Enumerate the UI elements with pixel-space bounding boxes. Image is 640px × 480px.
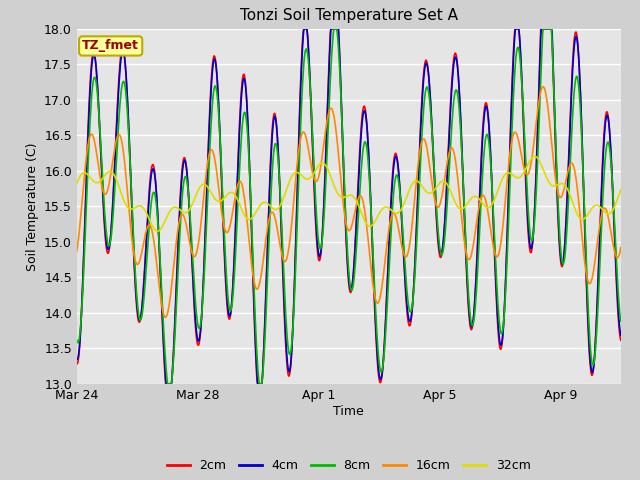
4cm <box>617 332 625 338</box>
16cm <box>73 248 81 254</box>
2cm <box>513 26 521 32</box>
Line: 16cm: 16cm <box>77 87 621 317</box>
2cm <box>300 26 308 32</box>
8cm <box>93 81 100 86</box>
32cm <box>73 180 81 186</box>
Line: 32cm: 32cm <box>77 156 621 231</box>
8cm <box>164 381 172 387</box>
Title: Tonzi Soil Temperature Set A: Tonzi Soil Temperature Set A <box>240 9 458 24</box>
16cm <box>271 216 279 222</box>
8cm <box>271 141 279 146</box>
4cm <box>73 356 81 362</box>
Y-axis label: Soil Temperature (C): Soil Temperature (C) <box>26 142 38 271</box>
Line: 8cm: 8cm <box>77 29 621 384</box>
4cm <box>202 230 209 236</box>
2cm <box>617 337 625 343</box>
32cm <box>154 228 161 234</box>
16cm <box>301 130 308 136</box>
2cm <box>202 225 209 230</box>
Legend: 2cm, 4cm, 8cm, 16cm, 32cm: 2cm, 4cm, 8cm, 16cm, 32cm <box>162 454 536 477</box>
8cm <box>301 55 308 60</box>
2cm <box>73 361 81 367</box>
4cm <box>301 26 308 32</box>
16cm <box>540 84 547 90</box>
2cm <box>271 113 279 119</box>
16cm <box>382 252 390 258</box>
8cm <box>513 45 521 51</box>
2cm <box>93 68 100 73</box>
32cm <box>202 182 209 188</box>
32cm <box>271 207 279 213</box>
8cm <box>73 337 81 343</box>
4cm <box>93 67 100 72</box>
8cm <box>202 248 209 254</box>
2cm <box>162 381 170 387</box>
4cm <box>271 115 279 120</box>
32cm <box>617 187 625 193</box>
16cm <box>617 245 625 251</box>
2cm <box>301 26 309 32</box>
4cm <box>513 26 521 32</box>
2cm <box>383 301 390 307</box>
4cm <box>301 26 309 32</box>
16cm <box>162 314 170 320</box>
4cm <box>383 305 390 311</box>
16cm <box>513 132 520 137</box>
16cm <box>93 149 100 155</box>
32cm <box>531 154 538 159</box>
32cm <box>301 175 308 181</box>
32cm <box>382 204 390 210</box>
8cm <box>617 318 625 324</box>
4cm <box>163 381 170 387</box>
32cm <box>513 175 520 180</box>
8cm <box>330 26 338 32</box>
16cm <box>202 178 209 183</box>
Line: 4cm: 4cm <box>77 29 621 384</box>
32cm <box>93 180 100 186</box>
Text: TZ_fmet: TZ_fmet <box>82 39 139 52</box>
8cm <box>383 319 390 325</box>
X-axis label: Time: Time <box>333 405 364 418</box>
Line: 2cm: 2cm <box>77 29 621 384</box>
